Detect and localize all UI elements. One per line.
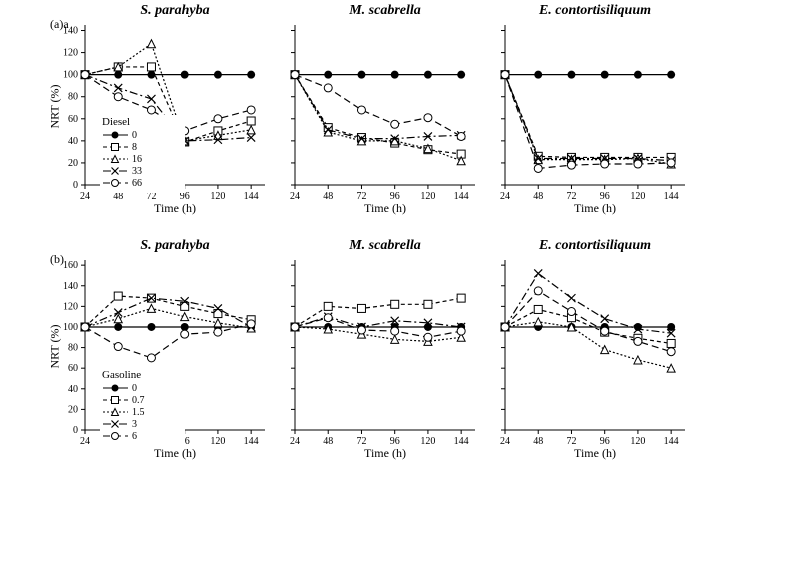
svg-text:0.7: 0.7 bbox=[132, 395, 145, 406]
panel-label: (b) bbox=[50, 252, 64, 267]
x-axis-label: Time (h) bbox=[295, 446, 475, 461]
subplot: 24487296120144 bbox=[505, 260, 690, 460]
svg-text:0: 0 bbox=[132, 130, 137, 141]
svg-text:0: 0 bbox=[73, 180, 78, 191]
subplot: 24487296120144 bbox=[505, 25, 690, 215]
y-axis-label: NRT (%) bbox=[48, 84, 63, 128]
svg-text:3: 3 bbox=[132, 419, 137, 430]
svg-text:160: 160 bbox=[63, 260, 78, 271]
svg-text:100: 100 bbox=[63, 322, 78, 333]
svg-text:40: 40 bbox=[68, 136, 78, 147]
chart-row: (b)NRT (%)S. parahyba0204060801001201401… bbox=[85, 260, 735, 480]
svg-text:20: 20 bbox=[68, 404, 78, 415]
svg-text:8: 8 bbox=[132, 142, 137, 153]
y-axis-label: NRT (%) bbox=[48, 324, 63, 368]
subplot: 24487296120144 bbox=[295, 260, 480, 460]
svg-text:Gasoline: Gasoline bbox=[102, 369, 141, 381]
x-axis-label: Time (h) bbox=[85, 446, 265, 461]
svg-text:40: 40 bbox=[68, 384, 78, 395]
subplot-title: E. contortisiliquum bbox=[505, 238, 685, 254]
svg-text:0: 0 bbox=[73, 425, 78, 436]
x-axis-label: Time (h) bbox=[505, 201, 685, 216]
svg-text:100: 100 bbox=[63, 70, 78, 81]
svg-text:60: 60 bbox=[68, 363, 78, 374]
svg-text:0: 0 bbox=[132, 383, 137, 394]
svg-text:66: 66 bbox=[132, 178, 142, 189]
subplot: 24487296120144 bbox=[295, 25, 480, 215]
x-axis-label: Time (h) bbox=[505, 446, 685, 461]
svg-text:140: 140 bbox=[63, 26, 78, 37]
svg-text:60: 60 bbox=[68, 114, 78, 125]
subplot-title: S. parahyba bbox=[85, 238, 265, 254]
svg-text:6: 6 bbox=[132, 431, 137, 442]
x-axis-label: Time (h) bbox=[85, 201, 265, 216]
legend: Diesel08163366 bbox=[100, 115, 185, 193]
svg-text:80: 80 bbox=[68, 92, 78, 103]
subplot-title: E. contortisiliquum bbox=[505, 3, 685, 19]
subplot-title: S. parahyba bbox=[85, 3, 265, 19]
svg-text:120: 120 bbox=[63, 301, 78, 312]
chart-row: (a)aNRT (%)S. parahyba020406080100120140… bbox=[85, 25, 735, 235]
legend: Gasoline 00.71.536 bbox=[100, 368, 185, 446]
subplot-title: M. scabrella bbox=[295, 238, 475, 254]
x-axis-label: Time (h) bbox=[295, 201, 475, 216]
svg-text:16: 16 bbox=[132, 154, 142, 165]
svg-text:140: 140 bbox=[63, 281, 78, 292]
svg-text:33: 33 bbox=[132, 166, 142, 177]
subplot-title: M. scabrella bbox=[295, 3, 475, 19]
svg-text:Diesel: Diesel bbox=[102, 116, 130, 128]
svg-text:20: 20 bbox=[68, 158, 78, 169]
svg-text:1.5: 1.5 bbox=[132, 407, 145, 418]
svg-text:120: 120 bbox=[63, 48, 78, 59]
svg-text:80: 80 bbox=[68, 343, 78, 354]
